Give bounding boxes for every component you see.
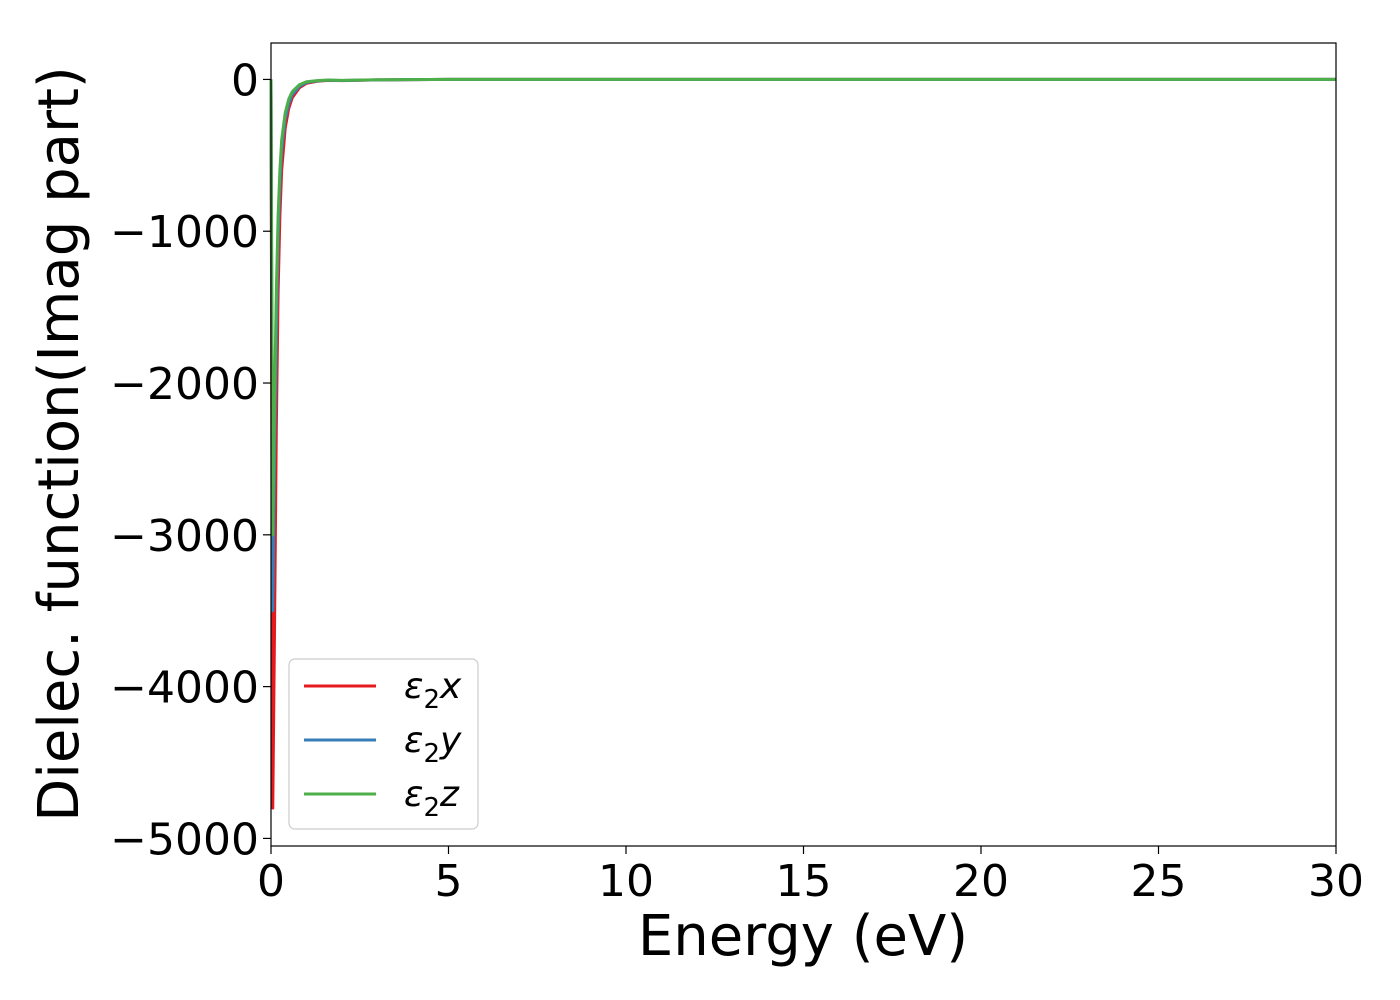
legend-label-z: ε2z [404, 774, 460, 823]
y-tick-label: −3000 [110, 511, 259, 562]
y-tick-label: 0 [231, 55, 259, 106]
y-axis-title: Dielec. function(Imag part) [27, 66, 92, 822]
legend-label-x: ε2x [404, 666, 462, 715]
x-axis-title: Energy (eV) [638, 904, 968, 969]
y-axis: 0 −1000 −2000 −3000 −4000 −5000 [110, 55, 271, 865]
x-tick-label: 25 [1131, 856, 1187, 907]
x-axis: 0 5 10 15 20 25 30 [257, 846, 1364, 907]
x-tick-label: 10 [598, 856, 654, 907]
x-tick-label: 30 [1308, 856, 1364, 907]
series-layer [269, 77, 1336, 810]
legend-label-y: ε2y [404, 720, 462, 769]
x-tick-label: 15 [776, 856, 832, 907]
y-tick-label: −1000 [110, 207, 259, 258]
series-line-z [269, 77, 1336, 537]
y-tick-label: −5000 [110, 814, 259, 865]
x-tick-label: 5 [435, 856, 463, 907]
x-tick-label: 0 [257, 856, 285, 907]
legend-box [288, 658, 479, 830]
y-tick-label: −4000 [110, 663, 259, 714]
x-tick-label: 20 [953, 856, 1009, 907]
y-tick-label: −2000 [110, 359, 259, 410]
legend: ε2x ε2y ε2z [288, 658, 479, 830]
